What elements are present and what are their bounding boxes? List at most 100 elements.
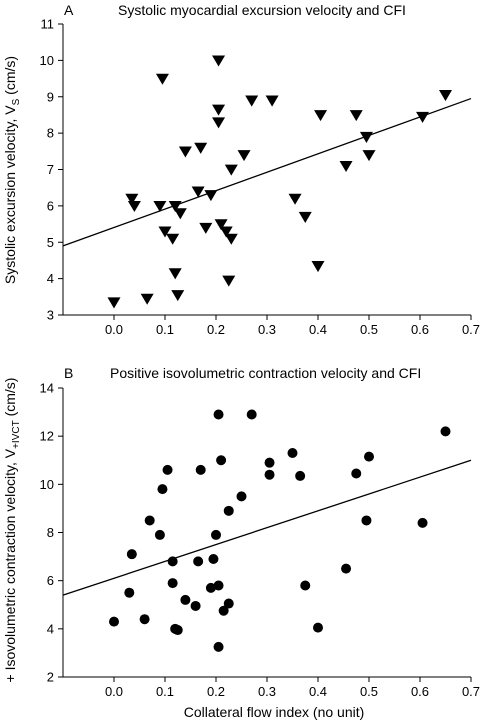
panel-b-data-point bbox=[180, 594, 191, 605]
panel-b-data-point bbox=[313, 622, 323, 633]
panel-a-data-point bbox=[222, 275, 236, 287]
panel-b-data-point bbox=[109, 616, 119, 627]
panel-b-x-tick-label: 0.5 bbox=[360, 684, 378, 699]
panel-a-data-point bbox=[339, 160, 353, 173]
panel-b-data-point bbox=[236, 491, 247, 502]
panel-b-data-point bbox=[213, 641, 224, 652]
panel-b-x-tick-label: 0.1 bbox=[156, 684, 174, 699]
panel-a-data-point bbox=[212, 55, 226, 67]
panel-b-y-tick-label: 14 bbox=[40, 381, 54, 396]
panel-b-data-point bbox=[154, 529, 165, 540]
panel-b-ylabel-unit: (cm/s) bbox=[2, 378, 18, 421]
panel-a-y-tick-label: 3 bbox=[47, 308, 54, 323]
panel-a-data-point bbox=[214, 219, 228, 231]
panel-a-data-point bbox=[314, 110, 328, 122]
panel-a-data-point bbox=[107, 297, 121, 309]
panel-b-xlabel: Collateral flow index (no unit) bbox=[184, 704, 365, 720]
panel-b-ylabel-main: + Isovolumetric contraction velocity, V bbox=[2, 448, 18, 682]
panel-a-data-point bbox=[311, 261, 325, 273]
panel-b-data-point bbox=[126, 549, 137, 560]
panel-b-regression-line bbox=[62, 459, 472, 596]
panel-a-x-tick-label: 0.3 bbox=[258, 322, 276, 337]
panel-b-y-tick-label: 4 bbox=[47, 621, 54, 636]
panel-a-data-point bbox=[173, 208, 187, 220]
panel-b-data-point bbox=[440, 426, 451, 437]
panel-a-letter: A bbox=[64, 2, 74, 18]
panel-a-y-tick-label: 8 bbox=[47, 126, 54, 141]
panel-a-plot: 0.0 0.1 0.2 0.3 0.4 0.5 0.6 0.7 3 4 5 6 7 8 9 10 11 bbox=[40, 17, 481, 338]
panel-b-x-tick-label: 0.0 bbox=[105, 684, 123, 699]
panel-b-plot: 0.0 0.1 0.2 0.3 0.4 0.5 0.6 0.7 2 4 6 8 10 12 14 bbox=[40, 381, 481, 700]
panel-b-data-point bbox=[205, 582, 216, 593]
panel-b-data-point bbox=[264, 457, 275, 468]
panel-b-data-point bbox=[211, 529, 221, 540]
panel-a-data-point bbox=[155, 73, 169, 85]
panel-b-letter: B bbox=[64, 365, 73, 381]
panel-b-data-point bbox=[351, 468, 362, 479]
panel-b-y-tick-label: 6 bbox=[47, 573, 54, 588]
panel-b-y-tick-label: 12 bbox=[40, 429, 54, 444]
panel-a-ylabel: Systolic excursion velocity, VS (cm/s) bbox=[2, 56, 22, 284]
panel-b-ylabel-sub: +IVCT bbox=[11, 420, 22, 449]
panel-b-data-point bbox=[144, 515, 155, 526]
panel-b-data-point bbox=[167, 556, 178, 567]
panel-a-ylabel-sub: S bbox=[11, 98, 22, 105]
panel-b-x-tick-label: 0.2 bbox=[207, 684, 225, 699]
panel-b-data-point bbox=[213, 409, 224, 420]
panel-a-data-point bbox=[125, 193, 139, 205]
panel-a-x-tick-label: 0.6 bbox=[411, 322, 429, 337]
panel-a-data-point bbox=[166, 233, 180, 245]
panel-b-data-point bbox=[300, 580, 311, 591]
panel-a-data-point bbox=[204, 190, 218, 202]
panel-a-y-tick-label: 5 bbox=[47, 235, 54, 250]
panel-b-data-point bbox=[223, 598, 234, 609]
panel-a-y-tick-label: 7 bbox=[47, 162, 54, 177]
panel-a-data-point bbox=[416, 111, 430, 123]
panel-a-data-point bbox=[237, 150, 251, 162]
panel-a-x-tick-label: 0.5 bbox=[360, 322, 378, 337]
panel-b-data-point bbox=[208, 553, 219, 564]
panel-b-data-point bbox=[157, 484, 168, 495]
panel-b-data-point bbox=[193, 556, 204, 567]
panel-b-data-point bbox=[364, 451, 374, 462]
panel-b-x-tick-label: 0.3 bbox=[258, 684, 276, 699]
panel-a-data-point bbox=[168, 268, 182, 280]
panel-b-data-point bbox=[213, 580, 224, 591]
panel-a-y-tick-label: 11 bbox=[41, 17, 55, 32]
panel-b-data-point bbox=[218, 605, 229, 616]
panel-b-data-point bbox=[216, 455, 227, 466]
panel-b-data-point bbox=[417, 517, 428, 528]
panel-a-data-point bbox=[288, 193, 302, 205]
panel-a-data-point bbox=[219, 226, 233, 238]
panel-b-y-tick-label: 8 bbox=[47, 525, 54, 540]
panel-b-data-point bbox=[264, 469, 275, 480]
panel-a-data-point bbox=[153, 201, 167, 213]
panel-a-title: Systolic myocardial excursion velocity a… bbox=[118, 2, 406, 18]
panel-a-data-point bbox=[265, 95, 279, 107]
panel-a-x-tick-label: 0.1 bbox=[156, 322, 174, 337]
panel-a-regression-line bbox=[62, 97, 472, 247]
panel-b-data-point bbox=[287, 448, 298, 459]
panel-b-data-point bbox=[223, 505, 234, 516]
panel-a-data-point bbox=[212, 104, 226, 116]
panel-b-data-point bbox=[361, 515, 372, 526]
panel-a-y-tick-label: 4 bbox=[47, 271, 54, 286]
panel-a-data-point bbox=[191, 186, 205, 198]
panel-b-data-point bbox=[162, 464, 173, 475]
panel-a-data-point bbox=[439, 90, 452, 102]
panel-a-data-point bbox=[212, 117, 226, 129]
panel-a-data-point bbox=[349, 110, 363, 122]
panel-a-data-point bbox=[168, 201, 182, 213]
panel-a-data-point bbox=[298, 211, 312, 223]
panel-b-title: Positive isovolumetric contraction veloc… bbox=[110, 365, 421, 381]
panel-b-data-point bbox=[246, 409, 257, 420]
panel-b-x-tick-label: 0.7 bbox=[462, 684, 480, 699]
panel-a-data-point bbox=[158, 226, 172, 238]
panel-a-data-point bbox=[178, 146, 192, 158]
panel-b-data-point bbox=[295, 470, 306, 481]
panel-b-y-tick-label: 10 bbox=[40, 477, 54, 492]
panel-a-x-tick-label: 0.0 bbox=[105, 322, 123, 337]
panel-a-x-tick-label: 0.4 bbox=[309, 322, 327, 337]
panel-b-data-point bbox=[139, 614, 150, 625]
panel-a-data-point bbox=[359, 131, 373, 143]
